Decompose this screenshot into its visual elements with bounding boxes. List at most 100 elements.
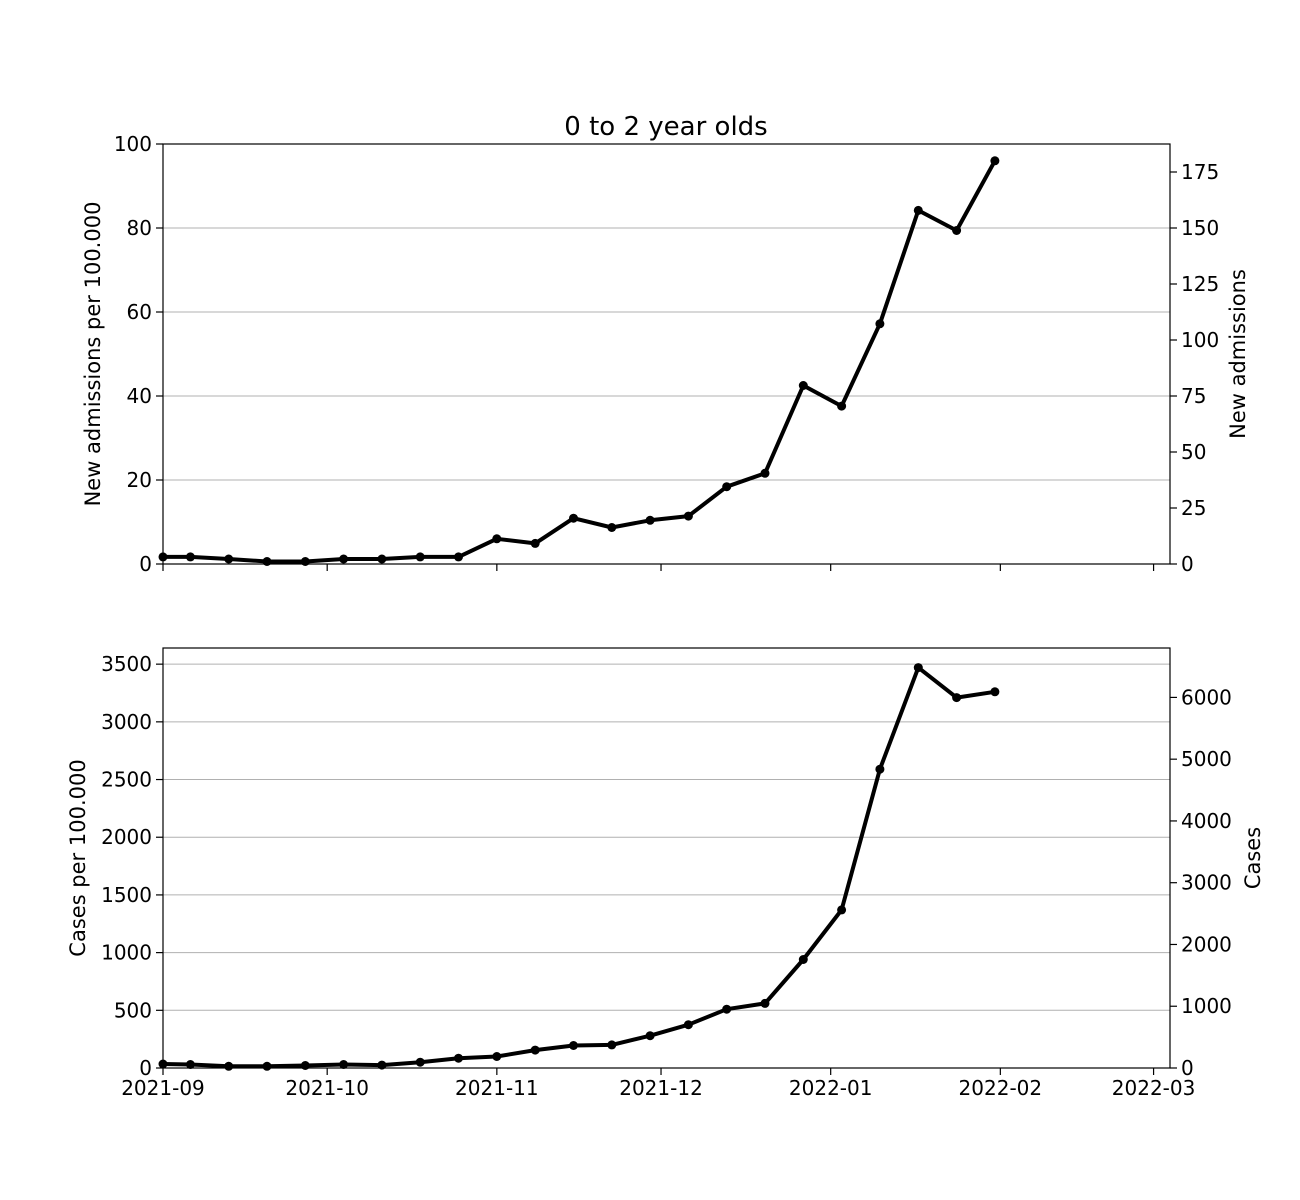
- right-y-tick-label: 5000: [1181, 747, 1232, 771]
- right-y-tick-label: 0: [1181, 1056, 1194, 1080]
- cases-plot-frame: [162, 647, 1171, 1069]
- admissions-right-axis-label: New admissions: [1226, 269, 1250, 439]
- data-point: [300, 557, 310, 566]
- data-point: [300, 1061, 310, 1070]
- right-y-tick-label: 4000: [1181, 809, 1232, 833]
- cases-right-axis: 0 1000 2000 3000 4000 5000 6000: [1170, 685, 1232, 1080]
- y-tick-label: 2500: [101, 768, 152, 792]
- data-point: [607, 1040, 617, 1050]
- right-y-tick-label: 2000: [1181, 932, 1232, 956]
- data-point: [645, 515, 655, 525]
- data-point: [185, 1060, 195, 1069]
- y-tick-label: 2000: [101, 825, 152, 849]
- data-point: [683, 511, 693, 521]
- data-point: [224, 1061, 234, 1071]
- cases-series-line: [161, 665, 997, 1069]
- right-y-tick-label: 50: [1181, 440, 1206, 464]
- data-point: [952, 693, 962, 703]
- right-y-tick-label: 0: [1181, 552, 1194, 576]
- y-tick-label: 3500: [101, 652, 152, 676]
- data-point: [224, 554, 234, 564]
- data-point: [913, 205, 923, 215]
- right-y-tick-label: 75: [1181, 384, 1206, 408]
- data-point: [377, 1060, 387, 1070]
- admissions-plot-frame: [162, 143, 1171, 565]
- right-y-tick-label: 25: [1181, 496, 1206, 520]
- x-tick-label: 2021-09: [121, 1076, 205, 1100]
- data-point: [683, 1020, 693, 1030]
- data-point: [760, 998, 770, 1008]
- x-tick-label: 2022-02: [959, 1076, 1043, 1100]
- admissions-series-line: [161, 158, 997, 564]
- data-point: [454, 552, 463, 562]
- right-y-tick-label: 1000: [1181, 994, 1232, 1018]
- right-y-tick-label: 175: [1181, 160, 1219, 184]
- y-tick-label: 40: [127, 384, 152, 408]
- data-point: [990, 687, 1000, 697]
- data-point: [339, 1060, 349, 1069]
- data-point: [798, 381, 808, 390]
- data-point: [454, 1053, 463, 1063]
- right-y-tick-label: 125: [1181, 272, 1219, 296]
- data-point: [990, 156, 1000, 166]
- x-tick-label: 2021-10: [285, 1076, 369, 1100]
- x-tick-label: 2022-01: [789, 1076, 873, 1100]
- right-y-tick-label: 6000: [1181, 685, 1232, 709]
- cases-x-axis: 2021-09 2021-10 2021-11 2021-12 2022-01 2022-…: [121, 1068, 1195, 1100]
- data-point: [645, 1031, 655, 1041]
- x-tick-label: 2022-03: [1112, 1076, 1196, 1100]
- data-point: [569, 1041, 578, 1050]
- admissions-left-axis-label: New admissions per 100.000: [81, 202, 105, 507]
- cases-gridlines: [163, 663, 1170, 1069]
- data-point: [415, 552, 425, 562]
- x-tick-label: 2021-12: [619, 1076, 703, 1100]
- admissions-right-axis: 0 25 50 75 100 125 150 175: [1170, 160, 1219, 576]
- data-point: [339, 554, 349, 564]
- right-y-tick-label: 3000: [1181, 871, 1232, 895]
- data-point: [760, 468, 770, 478]
- y-tick-label: 60: [127, 300, 152, 324]
- y-tick-label: 500: [114, 998, 152, 1022]
- data-point: [530, 538, 540, 548]
- data-point: [837, 401, 847, 411]
- y-tick-label: 20: [127, 468, 152, 492]
- cases-panel: 0 500 1000 1500 2000 2500 3000 3500 0 1000 2000 30…: [66, 647, 1265, 1100]
- data-point: [798, 955, 808, 964]
- right-y-tick-label: 100: [1181, 328, 1219, 352]
- data-point: [377, 554, 387, 564]
- data-point: [262, 1061, 272, 1071]
- cases-right-axis-label: Cases: [1241, 827, 1265, 889]
- data-point: [492, 534, 502, 544]
- data-point: [158, 552, 168, 562]
- data-point: [913, 663, 923, 673]
- data-point: [607, 523, 617, 532]
- y-tick-label: 1500: [101, 883, 152, 907]
- data-point: [722, 1004, 732, 1014]
- data-point: [722, 482, 732, 492]
- data-point: [530, 1045, 540, 1055]
- data-point: [875, 764, 885, 774]
- chart-title: 0 to 2 year olds: [564, 112, 767, 142]
- data-point: [185, 552, 195, 562]
- cases-left-axis-label: Cases per 100.000: [66, 759, 90, 956]
- y-tick-label: 0: [139, 1056, 152, 1080]
- data-point: [415, 1057, 425, 1067]
- admissions-gridlines: [163, 143, 1170, 565]
- y-tick-label: 80: [127, 216, 152, 240]
- admissions-x-axis: [162, 564, 1155, 571]
- admissions-series-points: [158, 156, 1000, 566]
- data-point: [875, 319, 885, 329]
- data-point: [837, 905, 847, 915]
- cases-series-points: [158, 663, 1000, 1071]
- y-tick-label: 100: [114, 132, 152, 156]
- y-tick-label: 3000: [101, 710, 152, 734]
- x-tick-label: 2021-11: [455, 1076, 539, 1100]
- y-tick-label: 1000: [101, 941, 152, 965]
- data-point: [569, 513, 578, 523]
- data-point: [952, 226, 962, 235]
- data-point: [262, 557, 272, 566]
- admissions-left-axis: 0 20 40 60 80 100: [114, 132, 163, 576]
- admissions-panel: 0 20 40 60 80 100 0 25 50 75 100 125 150 175 New adm…: [81, 132, 1250, 576]
- data-point: [158, 1059, 168, 1069]
